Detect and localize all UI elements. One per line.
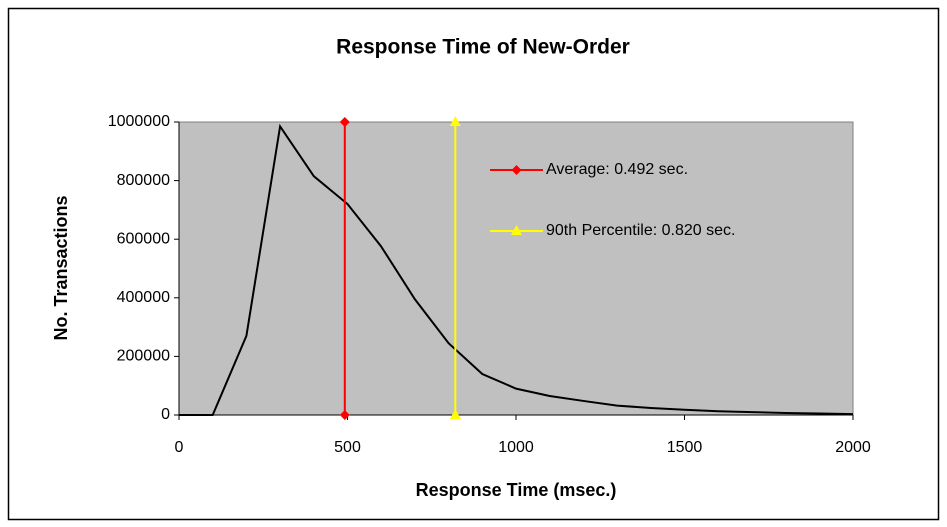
marker-triangle bbox=[449, 116, 461, 126]
x-axis-label: Response Time (msec.) bbox=[416, 480, 617, 500]
legend-label: 90th Percentile: 0.820 sec. bbox=[546, 222, 736, 239]
marker-diamond bbox=[339, 410, 350, 420]
marker-triangle bbox=[511, 225, 522, 235]
y-axis-label: No. Transactions bbox=[51, 195, 71, 340]
marker-triangle bbox=[449, 409, 461, 419]
legend-label: Average: 0.492 sec. bbox=[546, 161, 689, 178]
data-line bbox=[179, 123, 854, 416]
y-tick-label: 600000 bbox=[117, 230, 170, 247]
y-tick-label: 200000 bbox=[117, 348, 170, 365]
y-tick-label: 400000 bbox=[117, 289, 170, 306]
chart-title: Response Time of New-Order bbox=[336, 36, 630, 59]
x-tick-label: 1000 bbox=[498, 439, 534, 456]
marker-diamond bbox=[339, 117, 350, 127]
x-tick-label: 0 bbox=[175, 439, 184, 456]
x-tick-label: 500 bbox=[334, 439, 361, 456]
x-tick-label: 2000 bbox=[835, 439, 871, 456]
x-tick-label: 1500 bbox=[667, 439, 703, 456]
y-tick-label: 1000000 bbox=[108, 113, 170, 130]
marker-diamond bbox=[511, 165, 522, 175]
y-tick-label: 0 bbox=[161, 406, 170, 423]
y-tick-label: 800000 bbox=[117, 172, 170, 189]
